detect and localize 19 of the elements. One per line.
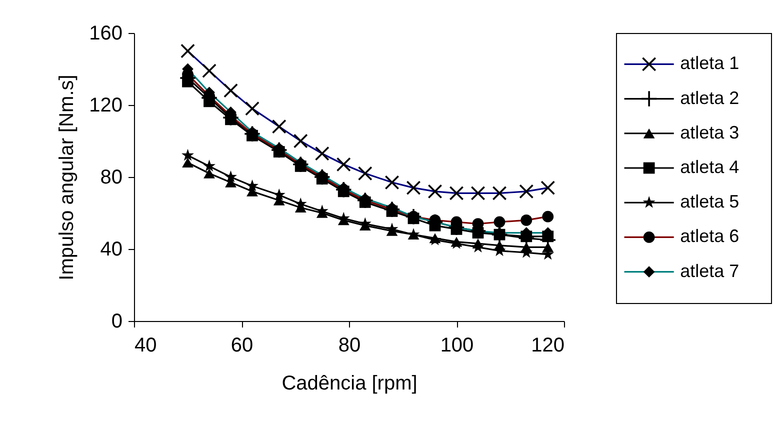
y-tick-label: 0 [111,310,122,332]
legend-label: atleta 3 [680,122,740,142]
y-tick-label: 40 [100,238,122,260]
legend-label: atleta 6 [680,226,740,246]
legend-label: atleta 2 [680,88,740,108]
x-axis-title: Cadência [rpm] [282,372,418,394]
x-tick-label: 100 [440,334,474,356]
legend-label: atleta 7 [680,260,740,281]
x-tick-label: 120 [531,334,564,356]
y-tick-label: 160 [89,22,122,44]
y-axis-title: Impulso angular [Nm.s] [56,74,78,280]
legend-label: atleta 1 [680,53,740,74]
y-tick-label: 80 [100,166,122,188]
x-tick-label: 40 [134,334,157,356]
legend-label: atleta 4 [680,157,740,177]
x-tick-label: 60 [230,334,254,356]
x-tick-label: 80 [338,334,361,356]
legend-label: atleta 5 [680,192,740,212]
y-tick-label: 120 [89,94,122,116]
